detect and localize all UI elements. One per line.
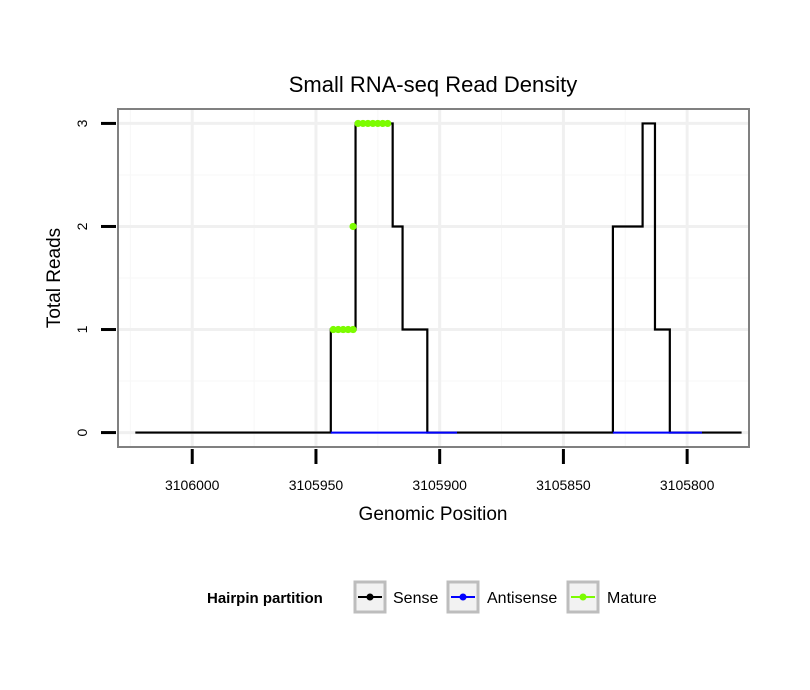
- x-tick-label: 3105900: [412, 477, 467, 493]
- y-tick-label: 0: [74, 428, 90, 436]
- legend-key-point: [366, 593, 374, 601]
- legend-label-mature: Mature: [607, 590, 657, 607]
- legend-key-point: [459, 593, 467, 601]
- legend: Hairpin partition Sense Antisense Mature: [207, 580, 657, 614]
- plot-border: [117, 108, 750, 448]
- legend-key-point: [579, 593, 587, 601]
- y-tick-label: 3: [74, 119, 90, 127]
- y-tick-label: 2: [74, 222, 90, 230]
- y-axis: 0 1 2 3: [74, 119, 116, 436]
- legend-title: Hairpin partition: [207, 590, 323, 607]
- x-tick-label: 3105950: [289, 477, 344, 493]
- series-layer: [135, 119, 742, 434]
- mature-point: [359, 119, 367, 128]
- legend-label-antisense: Antisense: [487, 590, 557, 607]
- y-tick-label: 1: [74, 325, 90, 333]
- legend-label-sense: Sense: [393, 590, 438, 607]
- mature-point: [384, 119, 392, 128]
- x-axis-title: Genomic Position: [359, 504, 508, 525]
- chart-title: Small RNA-seq Read Density: [289, 72, 578, 97]
- y-axis-title: Total Reads: [44, 228, 65, 328]
- x-tick-label: 3105800: [660, 477, 715, 493]
- mature-point: [339, 325, 347, 334]
- x-tick-label: 3105850: [536, 477, 591, 493]
- mature-point: [364, 119, 372, 128]
- mature-point: [374, 119, 382, 128]
- mature-point: [349, 325, 357, 334]
- mature-point: [354, 119, 362, 128]
- mature-point: [329, 325, 337, 334]
- mature-point: [369, 119, 377, 128]
- mature-point: [344, 325, 352, 334]
- x-axis: 3106000 3105950 3105900 3105850 3105800: [165, 449, 715, 493]
- mature-point: [334, 325, 342, 334]
- x-tick-label: 3106000: [165, 477, 220, 493]
- mature-point: [349, 222, 357, 231]
- mature-point: [379, 119, 387, 128]
